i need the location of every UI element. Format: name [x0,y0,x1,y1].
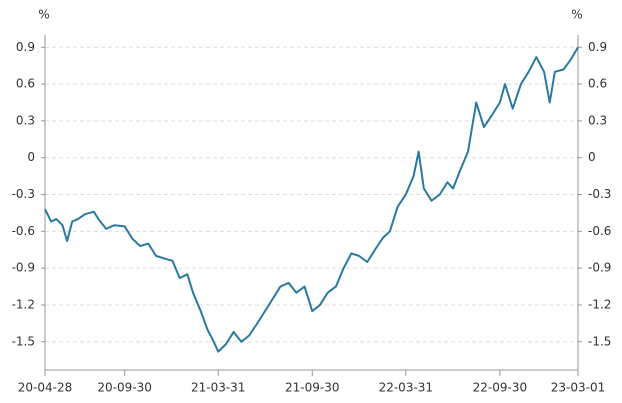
y2-unit: % [571,8,582,22]
y2-tick-label: -1.2 [588,297,611,311]
x-tick-label: 20-09-30 [97,381,151,395]
y2-tick-label: 0.6 [588,77,607,91]
y2-tick-label: -0.6 [588,224,611,238]
x-tick-label: 23-03-01 [551,381,605,395]
y2-tick-label: -1.5 [588,334,611,348]
y-tick-label: 0.3 [16,113,35,127]
y-tick-label: -0.3 [12,187,35,201]
y2-tick-label: 0.9 [588,40,607,54]
data-line [44,46,579,353]
x-tick-label: 22-09-30 [473,381,527,395]
y-tick-label: -1.2 [12,297,35,311]
y-tick-label: 0.6 [16,77,35,91]
y-tick-label: 0.9 [16,40,35,54]
y2-tick-label: -0.3 [588,187,611,201]
x-tick-label: 22-03-31 [379,381,433,395]
y-tick-label: 0 [27,150,35,164]
y2-tick-label: -0.9 [588,261,611,275]
x-tick-label: 21-09-30 [285,381,339,395]
x-tick-label: 20-04-28 [18,381,72,395]
y-unit: % [38,8,49,22]
y-tick-label: -0.6 [12,224,35,238]
y-tick-label: -1.5 [12,334,35,348]
y2-tick-label: 0 [588,150,596,164]
x-tick-label: 21-03-31 [191,381,245,395]
y2-tick-label: 0.3 [588,113,607,127]
y-tick-label: -0.9 [12,261,35,275]
